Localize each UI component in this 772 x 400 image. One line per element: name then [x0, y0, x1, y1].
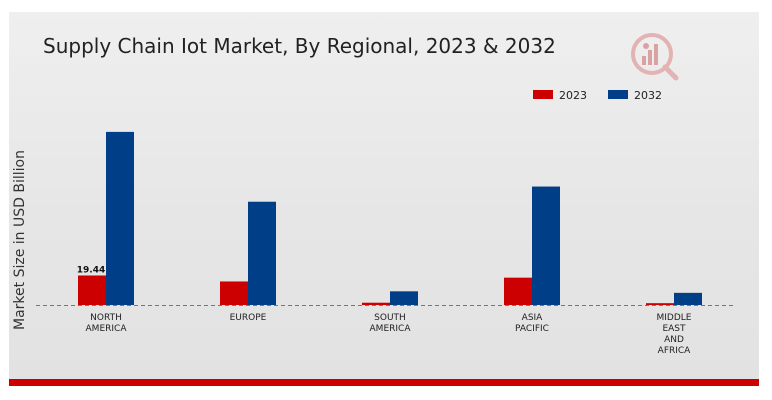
bar-2032-4 [674, 292, 702, 305]
legend-label-2023: 2023 [559, 89, 587, 102]
bar-2023-1 [220, 281, 248, 305]
x-tick-label-4: MIDDLE EAST AND AFRICA [657, 313, 692, 356]
bar-2032-1 [248, 201, 276, 305]
x-tick-label-2: SOUTH AMERICA [370, 313, 412, 334]
data-label-0: 19.44 [77, 265, 105, 275]
bar-2032-0 [106, 131, 134, 305]
x-tick-label-1: EUROPE [230, 313, 267, 323]
legend-swatch-2023 [533, 90, 553, 99]
bottom-accent-bar [9, 379, 759, 386]
bar-2023-0 [78, 275, 106, 305]
bar-2023-2 [362, 302, 390, 305]
bar-2032-2 [390, 291, 418, 305]
x-tick-label-3: ASIA PACIFIC [515, 313, 549, 334]
legend-swatch-2032 [608, 90, 628, 99]
x-tick-label-0: NORTH AMERICA [86, 313, 128, 334]
bar-2023-3 [504, 277, 532, 305]
market-research-logo-icon [631, 33, 679, 81]
bar-2023-4 [646, 303, 674, 305]
legend-label-2032: 2032 [634, 89, 662, 102]
bar-2032-3 [532, 186, 560, 305]
chart-title: Supply Chain Iot Market, By Regional, 20… [43, 34, 556, 58]
